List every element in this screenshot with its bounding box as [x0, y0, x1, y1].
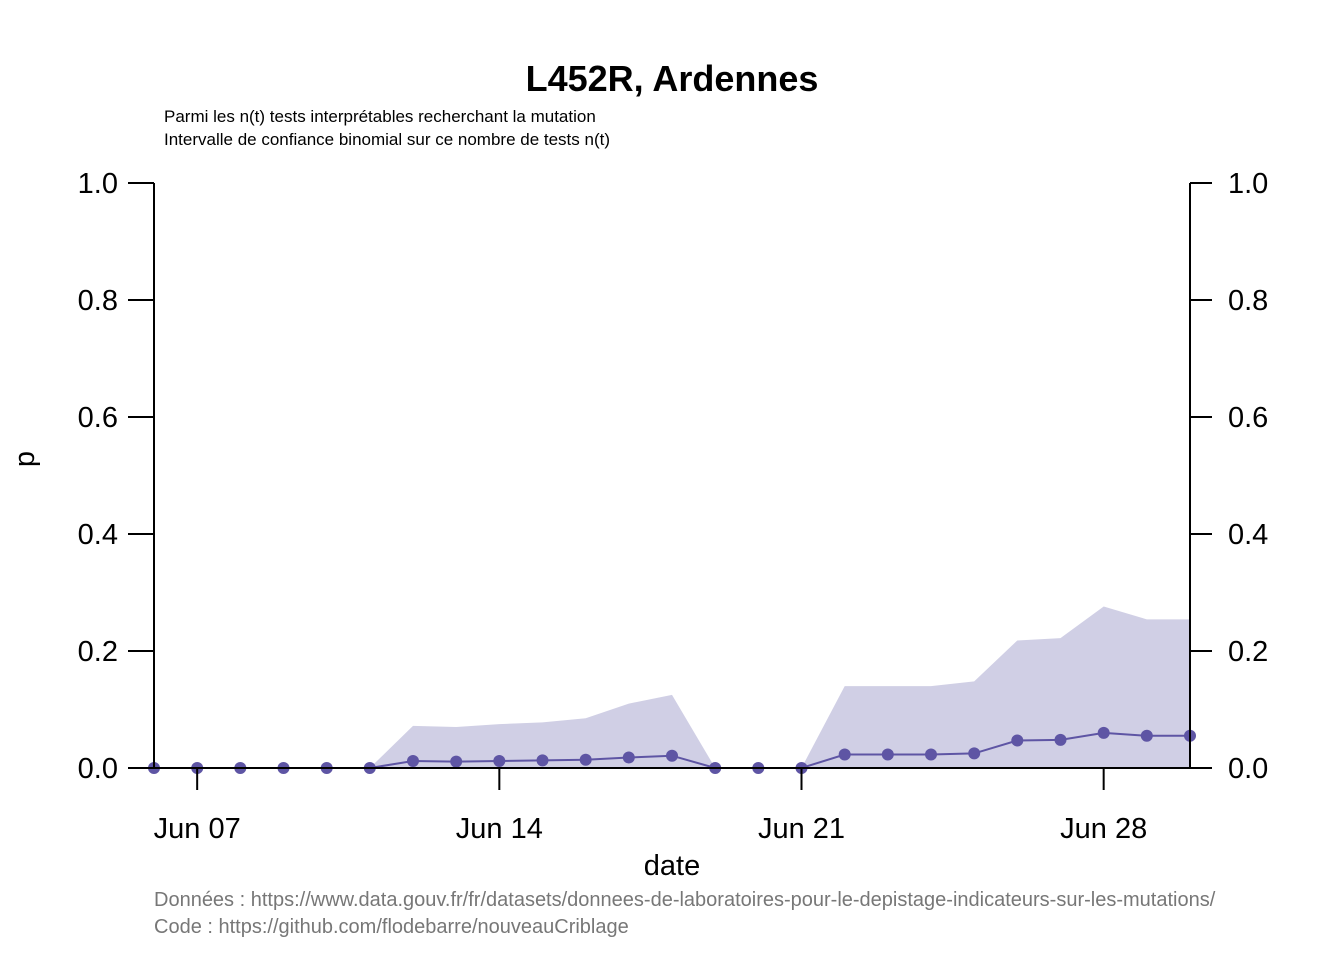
y-tick-label-right: 1.0	[1228, 168, 1268, 200]
y-tick-label-left: 0.4	[78, 519, 118, 551]
chart-title: L452R, Ardennes	[526, 58, 819, 99]
data-point	[925, 748, 937, 761]
x-tick-label: Jun 14	[456, 813, 543, 845]
x-axis: Jun 07 Jun 14 Jun 21 Jun 28	[154, 767, 1190, 845]
data-point	[838, 748, 851, 761]
x-axis-label: date	[644, 850, 700, 882]
x-tick-label: Jun 21	[758, 813, 845, 845]
data-point	[579, 753, 592, 766]
data-point	[407, 755, 419, 767]
data-point	[622, 751, 635, 764]
y-tick-label-left: 0.2	[78, 636, 118, 668]
x-tick-label: Jun 07	[154, 813, 241, 845]
data-point	[881, 748, 894, 761]
y-tick-label-left: 1.0	[78, 168, 118, 200]
data-point	[968, 747, 981, 760]
data-point	[536, 754, 549, 767]
y-tick-label-right: 0.2	[1228, 636, 1268, 668]
chart-subtitle-line-1: Parmi les n(t) tests interprétables rech…	[164, 107, 596, 126]
data-point	[1011, 734, 1024, 747]
y-tick-label-left: 0.8	[78, 285, 118, 317]
data-point	[1097, 726, 1110, 739]
data-point	[493, 755, 506, 767]
y-axis-label: p	[9, 451, 41, 467]
plot-area	[148, 606, 1196, 774]
data-point	[1140, 729, 1153, 742]
y-tick-label-left: 0.6	[78, 402, 118, 434]
x-tick-label: Jun 28	[1060, 813, 1147, 845]
data-point	[450, 755, 463, 768]
data-point	[666, 749, 678, 762]
y-tick-label-right: 0.8	[1228, 285, 1268, 317]
chart-subtitle-line-2: Intervalle de confiance binomial sur ce …	[164, 130, 610, 149]
data-point	[1054, 733, 1067, 746]
y-tick-label-left: 0.0	[78, 753, 118, 785]
y-tick-label-right: 0.4	[1228, 519, 1268, 551]
y-tick-label-right: 0.6	[1228, 402, 1268, 434]
code-source-caption: Code : https://github.com/flodebarre/nou…	[154, 916, 629, 938]
data-source-caption: Données : https://www.data.gouv.fr/fr/da…	[154, 889, 1216, 911]
confidence-band	[154, 606, 1190, 768]
y-tick-label-right: 0.0	[1228, 753, 1268, 785]
y-axis-right: 0.0 0.2 0.4 0.6 0.8 1.0	[1189, 168, 1268, 785]
y-axis-left: 0.0 0.2 0.4 0.6 0.8 1.0	[78, 168, 155, 785]
